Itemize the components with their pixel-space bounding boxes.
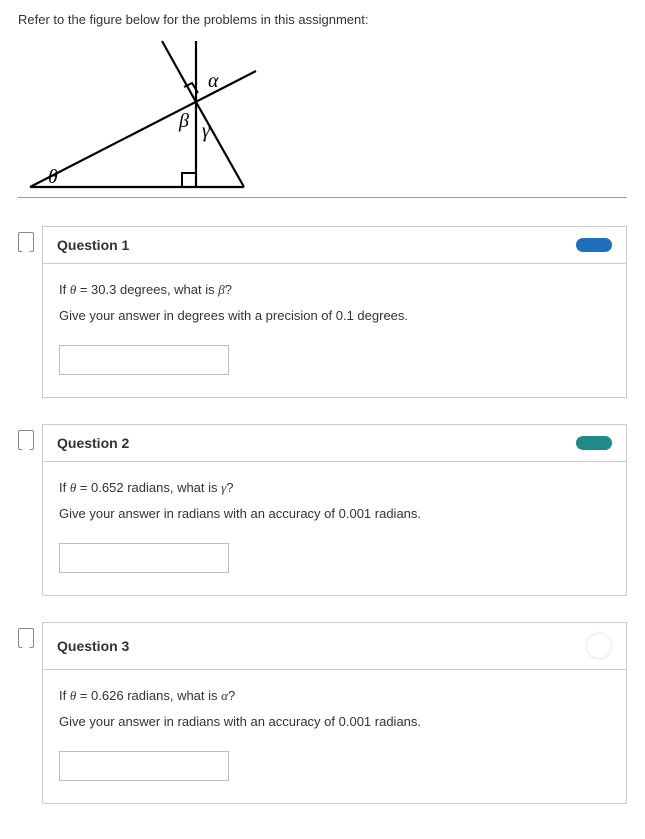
question-card: Question 1 If θ = 30.3 degrees, what is …: [42, 226, 627, 398]
points-badge: [586, 633, 612, 659]
points-badge: [576, 238, 612, 252]
answer-input[interactable]: [59, 751, 229, 781]
question-hint: Give your answer in degrees with a preci…: [59, 308, 610, 323]
question-block-1: Question 1 If θ = 30.3 degrees, what is …: [18, 226, 627, 398]
question-card: Question 2 If θ = 0.652 radians, what is…: [42, 424, 627, 596]
question-body: If θ = 30.3 degrees, what is β? Give you…: [43, 264, 626, 397]
question-header: Question 2: [43, 425, 626, 462]
figure-container: θ α β γ: [18, 35, 627, 198]
theta-label: θ: [48, 166, 58, 188]
points-badge: [576, 436, 612, 450]
bookmark-icon[interactable]: [18, 232, 34, 252]
bookmark-icon[interactable]: [18, 430, 34, 450]
question-block-3: Question 3 If θ = 0.626 radians, what is…: [18, 622, 627, 804]
question-title: Question 2: [57, 435, 129, 451]
question-block-2: Question 2 If θ = 0.652 radians, what is…: [18, 424, 627, 596]
question-card: Question 3 If θ = 0.626 radians, what is…: [42, 622, 627, 804]
gamma-label: γ: [202, 120, 211, 142]
bookmark-icon[interactable]: [18, 628, 34, 648]
question-hint: Give your answer in radians with an accu…: [59, 714, 610, 729]
question-body: If θ = 0.652 radians, what is γ? Give yo…: [43, 462, 626, 595]
beta-label: β: [178, 110, 189, 132]
question-prompt: If θ = 0.626 radians, what is α?: [59, 688, 610, 704]
answer-input[interactable]: [59, 543, 229, 573]
question-header: Question 1: [43, 227, 626, 264]
answer-input[interactable]: [59, 345, 229, 375]
question-header: Question 3: [43, 623, 626, 670]
question-hint: Give your answer in radians with an accu…: [59, 506, 610, 521]
question-prompt: If θ = 0.652 radians, what is γ?: [59, 480, 610, 496]
question-body: If θ = 0.626 radians, what is α? Give yo…: [43, 670, 626, 803]
alpha-label: α: [208, 70, 219, 92]
question-title: Question 1: [57, 237, 129, 253]
question-title: Question 3: [57, 638, 129, 654]
question-prompt: If θ = 30.3 degrees, what is β?: [59, 282, 610, 298]
angle-figure: θ α β γ: [24, 37, 284, 197]
assignment-instruction: Refer to the figure below for the proble…: [18, 12, 627, 27]
